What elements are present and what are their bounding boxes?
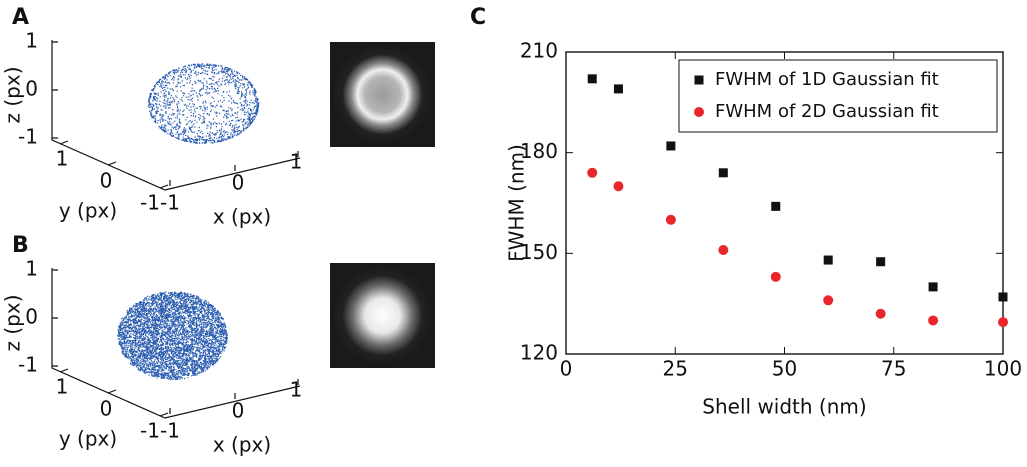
x-axis-label: Shell width (nm) — [702, 395, 866, 419]
x-tick-label: 1 — [290, 378, 303, 402]
x-tick-label: 25 — [663, 357, 688, 381]
y-axis-label: FWHM (nm) — [505, 144, 529, 262]
z-tick-label: 0 — [25, 77, 38, 101]
x-tick-label: 0 — [232, 399, 245, 423]
marker — [718, 245, 728, 255]
x-tick-label: 0 — [560, 357, 573, 381]
panel-label: B — [12, 233, 29, 258]
marker — [876, 309, 886, 319]
x-tick-label: -1 — [160, 419, 180, 443]
z-axis-label: z (px) — [1, 295, 25, 352]
x-tick-label: 100 — [984, 357, 1022, 381]
point-cloud — [148, 63, 259, 144]
figure: A10-110-1-101z (px)y (px)x (px)B10-110-1… — [0, 0, 1027, 467]
marker — [588, 74, 597, 83]
legend-marker — [695, 76, 704, 85]
y-axis-label: y (px) — [59, 427, 117, 451]
y-tick-label: -1 — [140, 191, 160, 215]
image-b — [333, 266, 433, 366]
marker — [823, 295, 833, 305]
y-tick-label: -1 — [140, 419, 160, 443]
marker — [999, 292, 1008, 301]
z-axis-label: z (px) — [1, 67, 25, 124]
panel-label: A — [12, 5, 29, 30]
marker — [824, 256, 833, 265]
marker — [666, 215, 676, 225]
x-tick-label: 50 — [772, 357, 797, 381]
marker — [614, 84, 623, 93]
legend-marker — [694, 107, 704, 117]
y-tick-label: 210 — [520, 39, 558, 63]
legend-label: FWHM of 1D Gaussian fit — [715, 69, 939, 90]
marker — [666, 141, 675, 150]
axis-ticks — [52, 42, 298, 188]
legend-label: FWHM of 2D Gaussian fit — [715, 101, 939, 122]
panel-label: C — [470, 5, 486, 30]
marker — [929, 282, 938, 291]
marker — [587, 168, 597, 178]
y-tick-label: 1 — [56, 147, 69, 171]
x-tick-label: 75 — [881, 357, 906, 381]
y-axis-label: y (px) — [59, 199, 117, 223]
x-tick-label: 1 — [290, 150, 303, 174]
marker — [719, 168, 728, 177]
axes-3d — [52, 40, 300, 190]
y-tick-label: 120 — [520, 341, 558, 365]
marker — [771, 272, 781, 282]
z-tick-label: -1 — [18, 125, 38, 149]
z-tick-label: 1 — [25, 257, 38, 281]
y-tick-label: 1 — [56, 375, 69, 399]
marker — [613, 181, 623, 191]
marker — [998, 317, 1008, 327]
image-a — [333, 45, 433, 145]
marker — [928, 315, 938, 325]
y-tick-label: 0 — [100, 397, 113, 421]
x-axis-label: x (px) — [213, 433, 271, 457]
x-tick-label: 0 — [232, 171, 245, 195]
z-tick-label: -1 — [18, 353, 38, 377]
point-cloud — [117, 291, 228, 380]
x-axis-label: x (px) — [213, 205, 271, 229]
z-tick-label: 0 — [25, 305, 38, 329]
x-tick-label: -1 — [160, 191, 180, 215]
marker — [771, 202, 780, 211]
y-tick-label: 0 — [100, 169, 113, 193]
marker — [876, 257, 885, 266]
z-tick-label: 1 — [25, 29, 38, 53]
